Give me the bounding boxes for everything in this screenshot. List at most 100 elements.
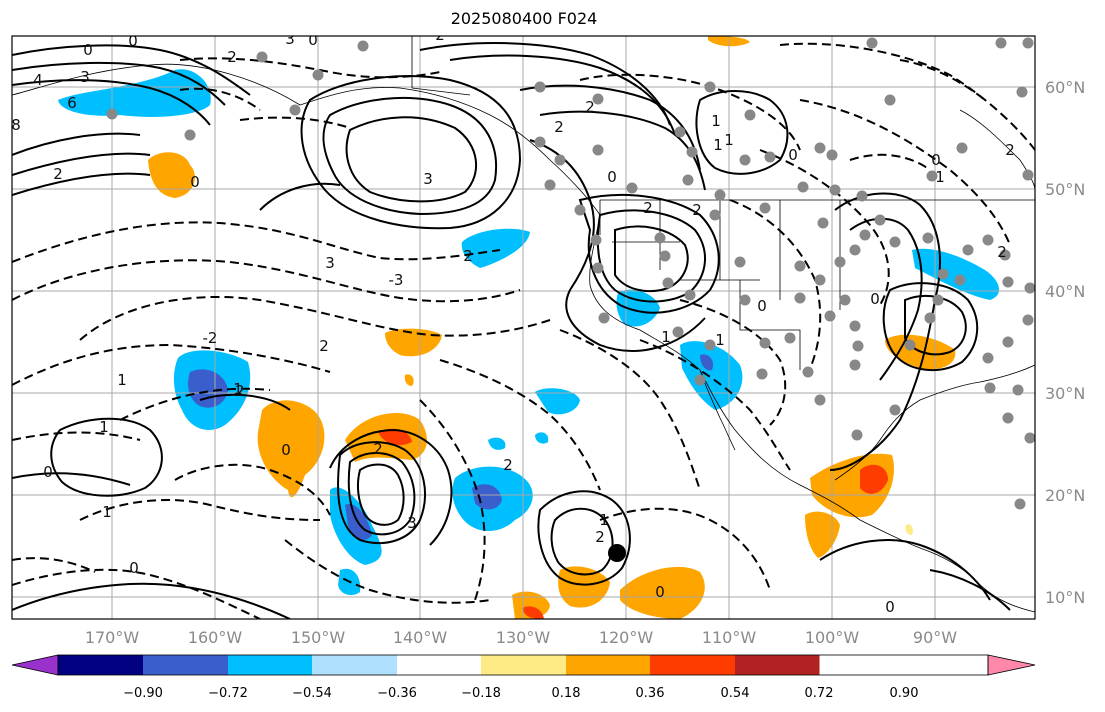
contour-label: 2 [585,98,595,116]
colorbar-tick-label: 0.90 [890,686,919,701]
anomaly-region-blue [535,432,549,444]
contour-label: 1 [599,511,609,529]
contour-label: 0 [83,41,93,59]
contour-label: 0 [190,173,200,191]
lon-tick-label: 130°W [496,628,551,647]
contour-label: 1 [102,503,112,521]
anomaly-region-darkblue [700,354,714,371]
lat-tick-label: 40°N [1045,282,1085,301]
contour-label: 1 [117,371,127,389]
lat-tick-label: 50°N [1045,180,1085,199]
colorbar-extend-min [11,654,59,676]
lat-tick-label: 20°N [1045,486,1085,505]
contour-label: 3 [407,514,417,532]
anomaly-region-orange [404,374,414,386]
contour-label: 1 [233,380,243,398]
anomaly-region-blue [58,69,211,117]
anomaly-region-darkblue [472,484,502,510]
colorbar-segment [735,655,820,675]
contour-label: 0 [757,297,767,315]
contour-label: 6 [67,94,77,112]
contour-label: 0 [308,31,318,49]
contour-label: 3 [423,170,433,188]
anomaly-region-blue [535,388,580,415]
anomaly-region-orange [257,400,325,498]
colorbar-tick-label: 0.18 [552,686,581,701]
lon-tick-label: 120°W [599,628,654,647]
contour-label: 2 [53,165,63,183]
anomaly-region-blue [461,228,530,268]
lat-tick-label: 10°N [1045,588,1085,607]
contour-label: 0 [128,32,138,50]
map-border [11,35,1036,620]
contour-label: 2 [1005,141,1015,159]
colorbar-segment [481,655,567,675]
lon-tick-label: 150°W [291,628,346,647]
lat-tick-label: 60°N [1045,78,1085,97]
colorbar-tick-label: −0.18 [461,686,501,701]
storm-center-marker [608,544,626,562]
contour-label: 1 [661,328,671,346]
anomaly-region-red [378,428,412,446]
contour-label: 2 [643,199,653,217]
lon-tick-label: 140°W [393,628,448,647]
colorbar-segment [397,655,482,675]
lon-tick-label: 170°W [85,628,140,647]
colorbar-segment [650,655,736,675]
contour-label: 1 [711,112,721,130]
colorbar-tick-label: −0.36 [377,686,417,701]
contour-label: 0 [281,441,291,459]
longitude-labels: 170°W 160°W 150°W 140°W 130°W 120°W 110°… [85,628,957,647]
anomaly-region-blue [912,248,1000,300]
colorbar-tick-label: 0.72 [805,686,834,701]
lat-tick-label: 30°N [1045,384,1085,403]
colorbar-tick-label: −0.54 [292,686,332,701]
anomaly-region-blue [488,437,506,450]
map-title: 2025080400 F024 [450,9,598,28]
colorbar-segment [312,655,398,675]
contour-label: 0 [870,290,880,308]
colorbar-tick-label: −0.90 [123,686,163,701]
lon-tick-label: 160°W [188,628,243,647]
contour-label: 3 [325,254,335,272]
colorbar-extend-max [987,654,1036,676]
contour-label: 2 [235,382,245,400]
contour-label: 1 [99,418,109,436]
contour-label: 0 [788,146,798,164]
anomaly-region-orange [148,152,195,198]
contour-label: 4 [33,71,43,89]
contour-label: 0 [885,598,895,616]
anomaly-region-red [860,464,888,494]
anomaly-region-orange [385,328,442,357]
colorbar-tick-label: 0.36 [636,686,665,701]
contour-label: 2 [373,440,383,458]
colorbar-tick-label: −0.72 [208,686,248,701]
anomaly-region-orange [620,566,705,619]
anomaly-region-orange [805,511,840,558]
contour-label: 1 [935,168,945,186]
contour-label: 2 [997,243,1007,261]
contour-label: 0 [607,168,617,186]
colorbar-segment [143,655,229,675]
contour-labels: 0043682200332-3-232211010012322221100210… [12,26,1015,616]
colorbar-segment [566,655,651,675]
anomaly-region-red [522,606,544,619]
colorbar [11,654,1036,676]
contour-label: 0 [931,151,941,169]
anomaly-region-yellow [905,524,913,535]
contours-negative [12,42,1035,619]
station-markers [106,37,1035,510]
lon-tick-label: 110°W [702,628,757,647]
anomaly-region-blue [616,289,660,327]
contour-label: 1 [713,136,723,154]
anomaly-region-darkblue [188,369,228,408]
contour-label: 1 [715,331,725,349]
contour-label: -2 [203,329,218,347]
contour-label: 0 [655,583,665,601]
contour-label: 2 [319,337,329,355]
contour-label: 2 [503,456,513,474]
latitude-labels: 60°N 50°N 40°N 30°N 20°N 10°N [1045,78,1085,607]
contour-label: 2 [554,118,564,136]
contour-label: 2 [435,26,445,44]
colorbar-segment [58,655,144,675]
